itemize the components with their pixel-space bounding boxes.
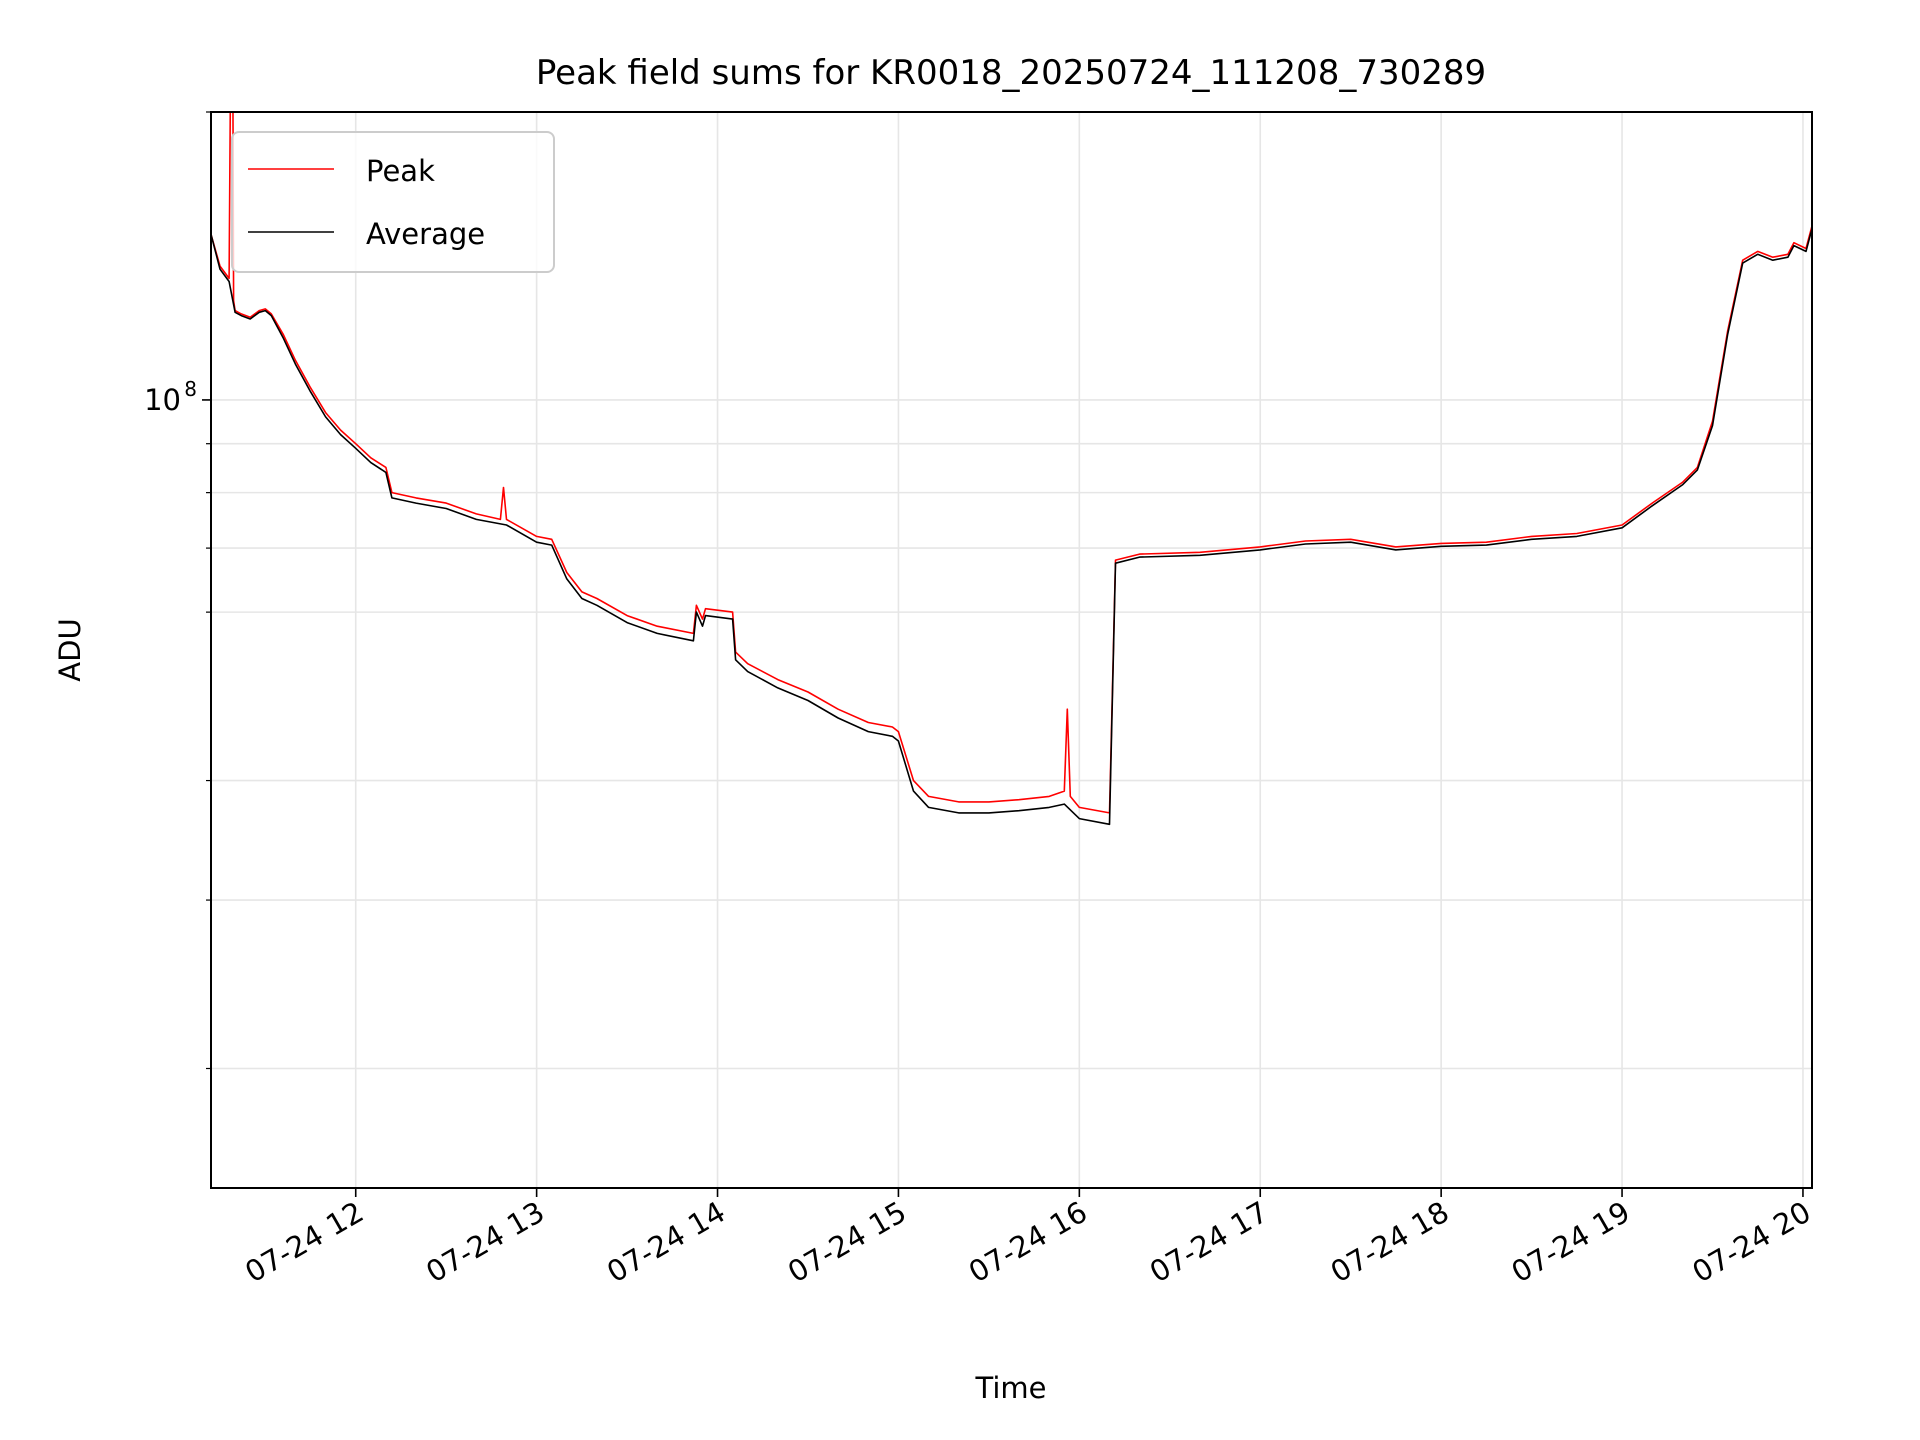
legend-label-peak: Peak xyxy=(366,154,435,188)
chart-title: Peak field sums for KR0018_20250724_1112… xyxy=(536,53,1486,93)
legend-label-average: Average xyxy=(366,217,485,251)
plot-frame xyxy=(210,111,1813,1189)
y-tick-label: 10 xyxy=(144,383,181,417)
legend-box xyxy=(231,131,555,273)
x-axis-label: Time xyxy=(975,1371,1047,1405)
grid-lines xyxy=(211,111,1812,1188)
y-tick-label-exponent: 8 xyxy=(184,377,197,401)
plot-area xyxy=(211,112,1812,826)
series-line-average xyxy=(211,228,1812,826)
y-axis-label: ADU xyxy=(53,618,87,681)
series-line-peak xyxy=(211,112,1812,814)
legend: Peak Average xyxy=(231,131,555,273)
